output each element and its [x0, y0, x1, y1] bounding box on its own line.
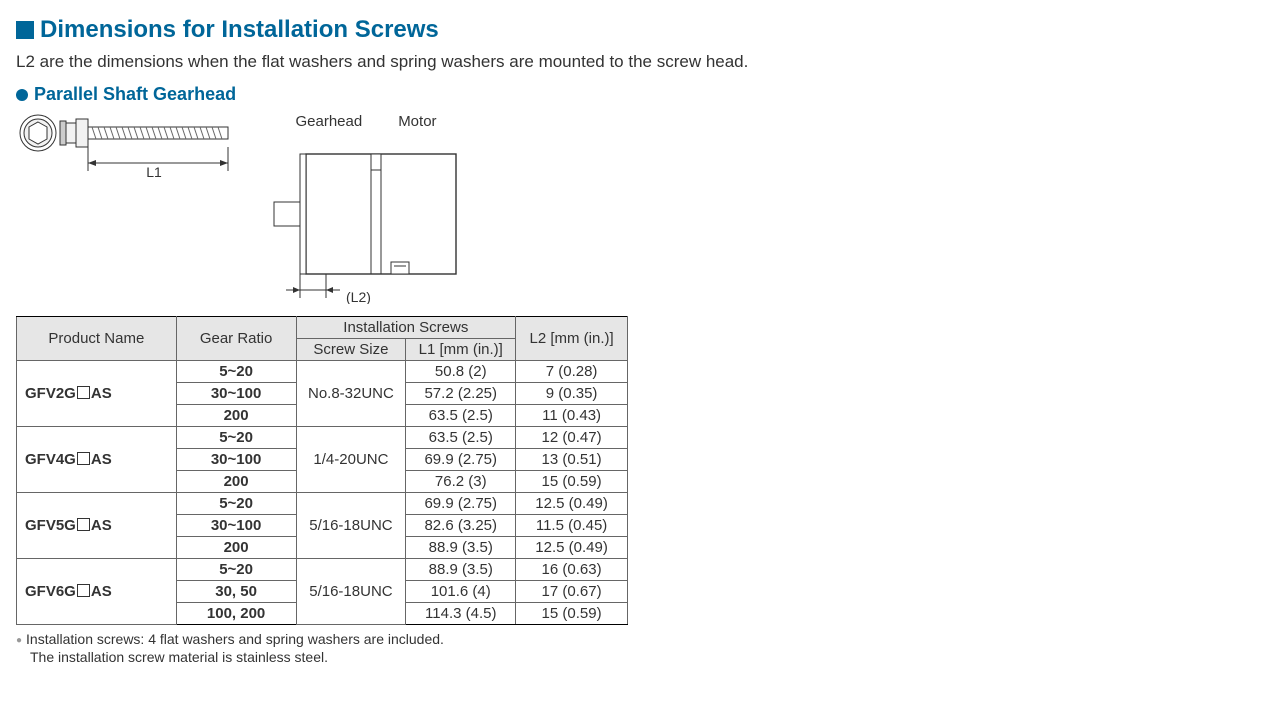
l2-label: (L2): [346, 289, 371, 304]
l1-cell: 114.3 (4.5): [406, 603, 516, 625]
l2-cell: 15 (0.59): [516, 471, 628, 493]
diagram-row: L1 Gearhead Motor: [16, 113, 1264, 304]
motor-label: Motor: [398, 113, 436, 130]
l2-cell: 11.5 (0.45): [516, 515, 628, 537]
l1-cell: 57.2 (2.25): [406, 383, 516, 405]
l2-cell: 11 (0.43): [516, 405, 628, 427]
table-notes: Installation screws: 4 flat washers and …: [16, 631, 1264, 665]
section-title: Dimensions for Installation Screws: [16, 16, 1264, 44]
l1-cell: 63.5 (2.5): [406, 427, 516, 449]
l1-cell: 88.9 (3.5): [406, 559, 516, 581]
l1-cell: 63.5 (2.5): [406, 405, 516, 427]
screw-size-cell: 1/4-20UNC: [296, 427, 406, 493]
gear-ratio-cell: 5~20: [176, 493, 296, 515]
l1-cell: 82.6 (3.25): [406, 515, 516, 537]
l2-cell: 12 (0.47): [516, 427, 628, 449]
intro-text: L2 are the dimensions when the flat wash…: [16, 52, 1264, 72]
gear-ratio-cell: 30~100: [176, 383, 296, 405]
th-screw-size: Screw Size: [296, 339, 406, 361]
l1-label: L1: [146, 164, 162, 180]
gear-ratio-cell: 5~20: [176, 559, 296, 581]
l1-cell: 69.9 (2.75): [406, 493, 516, 515]
th-product-name: Product Name: [17, 317, 177, 361]
l2-cell: 9 (0.35): [516, 383, 628, 405]
gear-ratio-cell: 5~20: [176, 361, 296, 383]
th-gear-ratio: Gear Ratio: [176, 317, 296, 361]
product-name-cell: GFV5GAS: [17, 493, 177, 559]
product-name-cell: GFV6GAS: [17, 559, 177, 625]
l2-cell: 12.5 (0.49): [516, 537, 628, 559]
note-line-2: The installation screw material is stain…: [16, 649, 1264, 665]
gear-ratio-cell: 200: [176, 471, 296, 493]
l2-cell: 7 (0.28): [516, 361, 628, 383]
l1-cell: 50.8 (2): [406, 361, 516, 383]
product-name-cell: GFV4GAS: [17, 427, 177, 493]
screw-size-cell: No.8-32UNC: [296, 361, 406, 427]
subsection-title: Parallel Shaft Gearhead: [16, 84, 1264, 105]
product-name-cell: GFV2GAS: [17, 361, 177, 427]
l2-cell: 13 (0.51): [516, 449, 628, 471]
l1-cell: 88.9 (3.5): [406, 537, 516, 559]
th-install-group: Installation Screws: [296, 317, 516, 339]
l1-cell: 69.9 (2.75): [406, 449, 516, 471]
l2-cell: 12.5 (0.49): [516, 493, 628, 515]
bullet-icon: [16, 89, 28, 101]
screw-size-cell: 5/16-18UNC: [296, 493, 406, 559]
screw-size-cell: 5/16-18UNC: [296, 559, 406, 625]
l2-cell: 17 (0.67): [516, 581, 628, 603]
section-title-text: Dimensions for Installation Screws: [40, 16, 439, 44]
gear-ratio-cell: 100, 200: [176, 603, 296, 625]
l1-cell: 101.6 (4): [406, 581, 516, 603]
gear-ratio-cell: 5~20: [176, 427, 296, 449]
gearhead-label: Gearhead: [295, 113, 362, 130]
gear-ratio-cell: 30~100: [176, 515, 296, 537]
gear-ratio-cell: 200: [176, 405, 296, 427]
screw-diagram: L1: [16, 113, 236, 203]
gearhead-motor-diagram: Gearhead Motor (L2): [256, 113, 466, 304]
note-line-1: Installation screws: 4 flat washers and …: [16, 631, 1264, 647]
gear-ratio-cell: 30, 50: [176, 581, 296, 603]
l2-cell: 16 (0.63): [516, 559, 628, 581]
gear-ratio-cell: 30~100: [176, 449, 296, 471]
square-marker-icon: [16, 21, 34, 39]
subsection-text: Parallel Shaft Gearhead: [34, 84, 236, 105]
th-l2: L2 [mm (in.)]: [516, 317, 628, 361]
l2-cell: 15 (0.59): [516, 603, 628, 625]
l1-cell: 76.2 (3): [406, 471, 516, 493]
th-l1: L1 [mm (in.)]: [406, 339, 516, 361]
dimensions-table: Product Name Gear Ratio Installation Scr…: [16, 316, 628, 625]
gear-ratio-cell: 200: [176, 537, 296, 559]
